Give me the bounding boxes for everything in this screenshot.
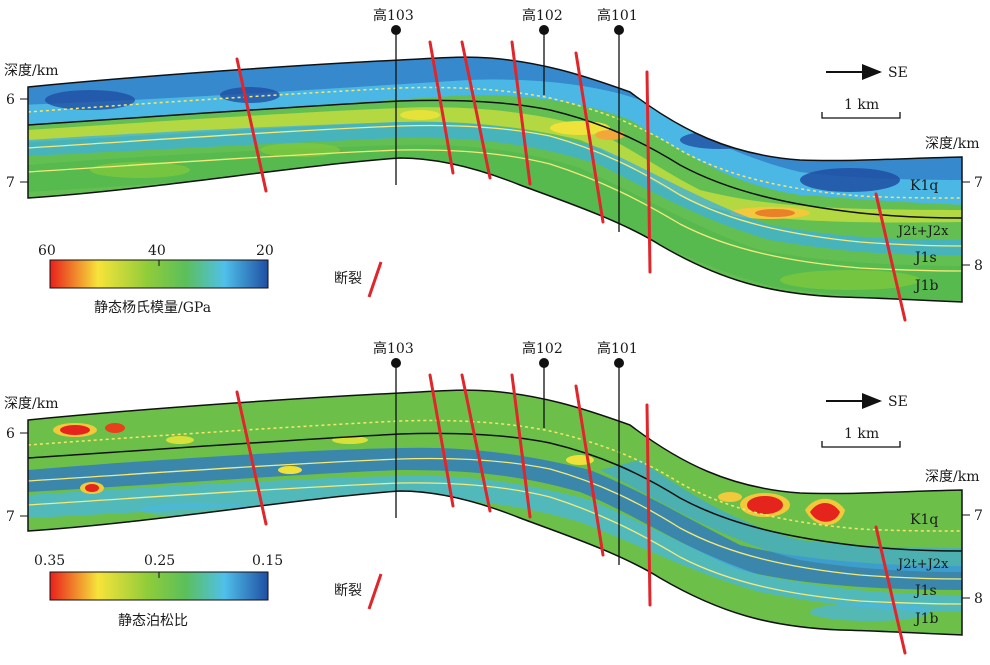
panel-poisson-ratio: 高103 高102 高101 深度/km 6 7 深度/km 7 8 K1q J…	[4, 340, 983, 655]
well-marker-icon	[539, 25, 549, 35]
faults	[235, 373, 907, 655]
fault-line	[874, 192, 907, 322]
fault-line	[460, 40, 492, 180]
colorbar-title: 静态杨氏模量/GPa	[94, 300, 211, 316]
well-marker-icon	[614, 25, 624, 35]
fault-legend-icon	[367, 261, 383, 298]
stratum-label: J1s	[913, 250, 937, 266]
fault-line	[460, 373, 492, 513]
colorbar-tick: 20	[256, 243, 274, 259]
well-marker-icon	[391, 25, 401, 35]
well-marker-icon	[391, 358, 401, 368]
stratum-label: K1q	[910, 512, 938, 528]
colorbar-tick: 0.25	[144, 553, 175, 569]
depth-axis-label: 深度/km	[925, 136, 979, 152]
faults	[235, 40, 907, 322]
well-label: 高103	[373, 7, 414, 24]
direction-label: SE	[888, 65, 908, 81]
stratum-label: J1b	[913, 278, 939, 294]
well-label: 高102	[522, 340, 563, 357]
depth-tick-label: 7	[6, 175, 15, 191]
fault-line	[574, 384, 605, 557]
depth-axis-label: 深度/km	[925, 469, 979, 485]
depth-tick-label: 7	[974, 175, 983, 191]
colorbar: 0.35 0.25 0.15 静态泊松比	[34, 553, 283, 629]
depth-tick-label: 8	[974, 258, 983, 274]
scale-bar-label: 1 km	[844, 97, 879, 113]
panel-youngs-modulus: 高103 高102 高101 深度/km 6 7 深度/km 7 8 K1q J…	[4, 7, 983, 322]
fault-legend-icon	[367, 573, 383, 610]
direction-label: SE	[888, 394, 908, 410]
colorbar: 60 40 20 静态杨氏模量/GPa	[38, 243, 274, 316]
colorbar-tick: 0.15	[252, 553, 283, 569]
depth-tick-label: 8	[974, 591, 983, 607]
fault-line	[510, 373, 532, 519]
stratum-label: J1b	[913, 611, 939, 627]
scale-bar-label: 1 km	[844, 426, 879, 442]
well-label: 高103	[373, 340, 414, 357]
scale-bar	[821, 112, 901, 119]
section-fill	[28, 390, 962, 635]
stratum-label: J1s	[913, 583, 937, 599]
fault-line	[645, 70, 652, 274]
fault-line	[428, 40, 455, 175]
seismic-section	[27, 389, 963, 636]
fault-line	[235, 57, 268, 193]
depth-tick-label: 7	[6, 509, 15, 525]
fault-line	[874, 525, 907, 655]
colorbar-tick: 60	[38, 243, 56, 259]
colorbar-tick: 0.35	[34, 553, 65, 569]
fault-line	[235, 390, 268, 526]
fault-legend-label: 断裂	[334, 271, 362, 287]
depth-tick-label: 6	[6, 92, 15, 108]
fault-line	[510, 40, 532, 186]
wells: 高103 高102 高101	[373, 7, 638, 232]
fault-line	[574, 51, 605, 224]
fault-line	[428, 373, 455, 508]
fault-legend-label: 断裂	[334, 583, 362, 599]
depth-tick-label: 6	[6, 426, 15, 442]
well-marker-icon	[614, 358, 624, 368]
well-label: 高101	[597, 7, 638, 24]
scale-bar	[821, 441, 901, 448]
stratum-label: J2t+J2x	[896, 224, 949, 239]
colorbar-tick: 40	[148, 243, 166, 259]
stratum-label: J2t+J2x	[896, 557, 949, 572]
depth-axis-label: 深度/km	[4, 396, 58, 412]
wells: 高103 高102 高101	[373, 340, 638, 565]
fault-line	[645, 403, 652, 607]
depth-tick-label: 7	[974, 508, 983, 524]
colorbar-title: 静态泊松比	[118, 613, 188, 629]
well-label: 高102	[522, 7, 563, 24]
well-marker-icon	[539, 358, 549, 368]
stratum-label: K1q	[910, 178, 938, 194]
depth-axis-label: 深度/km	[4, 63, 58, 79]
well-label: 高101	[597, 340, 638, 357]
